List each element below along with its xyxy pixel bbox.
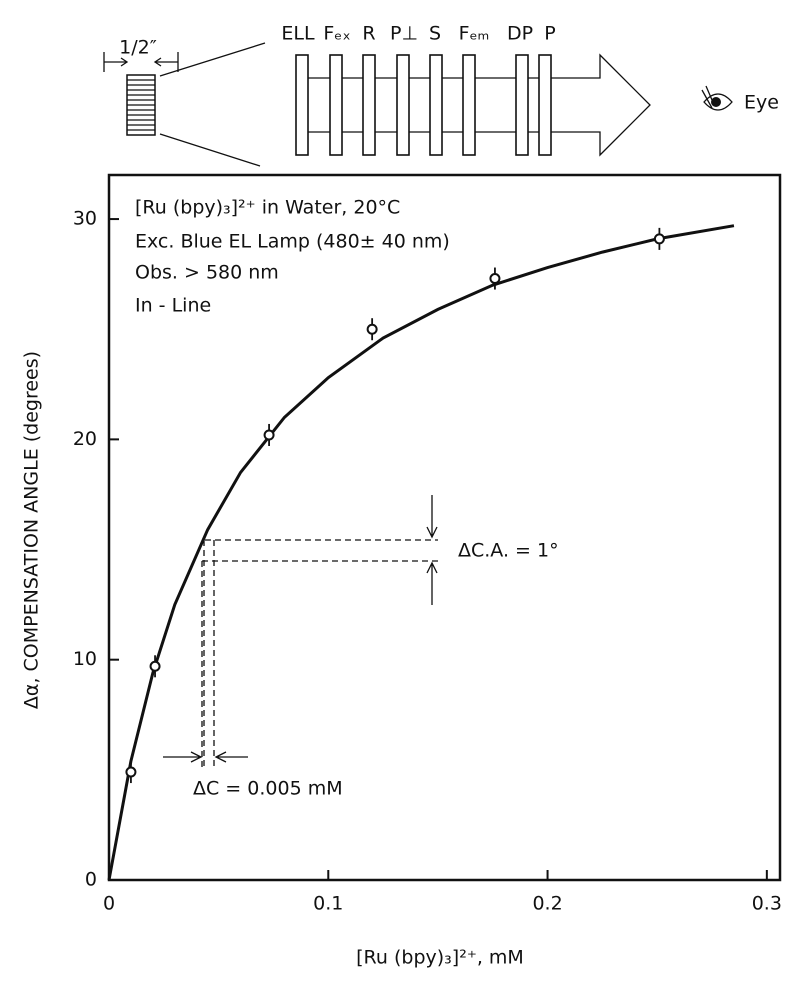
x-tick-label: 0.2 [532,893,562,915]
lamp-width-label: 1/2″ [119,37,157,59]
eye-label: Eye [744,92,779,114]
element-label: Fₑₘ [459,23,490,45]
element-label: R [362,23,375,45]
dimension-arrows [104,57,178,67]
beam-lines [159,42,266,167]
x-tick-label: 0.1 [313,893,343,915]
data-point [125,766,137,778]
element-label: P⊥ [390,23,418,45]
condition-note: In - Line [135,295,211,317]
y-tick-label: 20 [73,428,97,450]
condition-notes: [Ru (bpy)₃]²⁺ in Water, 20°C Exc. Blue E… [135,197,450,317]
resolution-construction: ΔC.A. = 1° ΔC = 0.005 mM [163,495,559,800]
element-label: P [544,23,555,45]
data-point [263,429,275,441]
light-arrow [296,53,651,157]
lamp-coil [127,79,155,131]
condition-note: Obs. > 580 nm [135,262,279,284]
y-tick-label: 30 [73,208,97,230]
concentration-arrows [163,751,248,763]
optical-elements [295,54,552,156]
delta-c-label: ΔC = 0.005 mM [193,778,343,800]
angle-arrows [426,495,438,605]
plot: 0 0.1 0.2 0.3 0 10 20 30 [73,208,782,915]
data-point [489,273,501,285]
y-axis-label: Δα, COMPENSATION ANGLE (degrees) [21,351,43,709]
data-point [149,660,161,672]
y-tick-label: 10 [73,648,97,670]
element-label: DP [507,23,533,45]
eye-icon [701,85,733,111]
element-label: Fₑₓ [323,23,350,45]
x-tick-label: 0 [103,893,115,915]
condition-note: [Ru (bpy)₃]²⁺ in Water, 20°C [135,197,400,219]
fit-curve [107,224,735,881]
x-tick-label: 0.3 [752,893,782,915]
y-tick-label: 0 [85,869,97,891]
data-point [366,323,378,335]
condition-note: Exc. Blue EL Lamp (480± 40 nm) [135,231,450,253]
optical-schematic: 1/2″ ELL Fₑₓ R P⊥ S Fₑₘ DP P Eye [103,23,779,167]
plot-frame [107,173,782,882]
element-label: S [429,23,441,45]
eye-pupil [711,97,721,107]
data-point [653,233,665,245]
element-label: ELL [281,23,315,45]
element-labels: ELL Fₑₓ R P⊥ S Fₑₘ DP P [281,23,555,45]
x-axis-label: [Ru (bpy)₃]²⁺, mM [356,947,524,969]
dashed-guides [201,539,438,770]
delta-ca-label: ΔC.A. = 1° [458,540,559,562]
